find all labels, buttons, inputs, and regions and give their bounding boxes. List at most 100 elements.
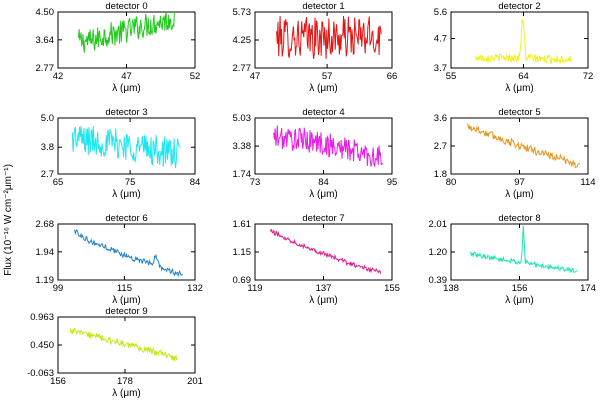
- x-tick-label: 115: [117, 283, 132, 294]
- x-axis-label: λ (μm): [112, 295, 141, 306]
- x-tick-label: 64: [518, 71, 529, 82]
- y-tick-label: 2.77: [233, 63, 252, 74]
- x-tick-label: 99: [53, 283, 64, 294]
- x-tick-label: 132: [187, 283, 203, 294]
- panel-detector-5: detector 5 80 97 114 1.8 2.7 3.6 λ (μm): [434, 107, 596, 200]
- panel-title: detector 8: [498, 213, 540, 224]
- series-line: [474, 18, 573, 65]
- panel-detector-7: detector 7 119 137 155 0.69 1.15 1.61 λ (μm): [233, 213, 400, 306]
- y-tick-label: 0.69: [233, 275, 252, 286]
- series-line: [74, 229, 183, 278]
- x-tick-label: 84: [190, 177, 201, 188]
- x-axis-label: λ (μm): [505, 83, 534, 94]
- y-tick-label: 2.68: [36, 219, 55, 230]
- panel-detector-4: detector 4 73 84 95 1.74 3.38 5.03 λ (μm): [233, 107, 398, 200]
- panel-detector-1: detector 1 47 57 66 2.77 4.25 5.73 λ (μm): [233, 1, 398, 94]
- x-tick-label: 57: [322, 71, 333, 82]
- y-tick-label: 1.19: [36, 275, 55, 286]
- x-tick-label: 95: [387, 177, 398, 188]
- panel-detector-0: detector 0 42 47 52 2.77 3.64 4.50 λ (μm): [36, 1, 201, 94]
- panel-detector-2: detector 2 55 64 72 3.7 4.7 5.6 λ (μm): [434, 1, 594, 94]
- y-tick-label: 2.01: [429, 219, 448, 230]
- panel-title: detector 6: [105, 213, 147, 224]
- y-tick-label: -0.063: [27, 368, 54, 379]
- x-tick-label: 55: [446, 71, 457, 82]
- y-tick-label: 4.7: [434, 34, 447, 45]
- panel-title: detector 2: [498, 1, 540, 12]
- x-tick-label: 178: [117, 376, 133, 387]
- y-tick-label: 1.8: [434, 169, 447, 180]
- plot-frame: [450, 11, 589, 69]
- x-tick-label: 84: [318, 177, 329, 188]
- y-tick-label: 1.74: [233, 169, 252, 180]
- x-axis-label: λ (μm): [309, 295, 338, 306]
- x-tick-label: 137: [316, 283, 332, 294]
- y-tick-label: 5.6: [434, 7, 447, 18]
- x-axis-label: λ (μm): [505, 189, 534, 200]
- y-tick-label: 3.6: [434, 113, 447, 124]
- panel-title: detector 0: [105, 1, 147, 12]
- x-axis-label: λ (μm): [309, 83, 338, 94]
- x-tick-label: 47: [121, 71, 132, 82]
- x-tick-label: 155: [384, 283, 400, 294]
- y-tick-label: 2.7: [434, 141, 447, 152]
- plot-frame: [450, 117, 589, 175]
- x-tick-label: 47: [250, 71, 261, 82]
- series-line: [269, 228, 382, 275]
- series-line: [276, 15, 382, 60]
- panel-title: detector 9: [105, 306, 147, 317]
- y-tick-label: 5.73: [233, 7, 252, 18]
- plot-frame: [57, 117, 196, 175]
- panel-detector-9: detector 9 156 178 201 -0.063 0.450 0.963 λ (μm…: [27, 306, 203, 399]
- y-tick-label: 2.77: [36, 63, 55, 74]
- x-tick-label: 174: [580, 283, 596, 294]
- x-tick-label: 119: [247, 283, 262, 294]
- x-tick-label: 72: [583, 71, 594, 82]
- y-tick-label: 4.25: [233, 35, 252, 46]
- series-line: [71, 126, 181, 169]
- x-tick-label: 42: [53, 71, 64, 82]
- y-tick-label: 1.94: [36, 247, 55, 258]
- y-tick-label: 0.39: [429, 275, 448, 286]
- series-line: [466, 123, 581, 169]
- x-tick-label: 114: [580, 177, 595, 188]
- y-tick-label: 1.61: [233, 219, 252, 230]
- y-tick-label: 5.0: [41, 113, 54, 124]
- plot-frame: [57, 316, 196, 374]
- series-line: [69, 327, 178, 362]
- x-tick-label: 156: [50, 376, 66, 387]
- panel-detector-8: detector 8 138 156 174 0.39 1.20 2.01 λ (μm): [429, 213, 596, 306]
- y-tick-label: 4.50: [36, 7, 55, 18]
- x-tick-label: 138: [443, 283, 459, 294]
- x-axis-label: λ (μm): [309, 189, 338, 200]
- panels-group: detector 042 47 522.773.644.50λ (μm)detect…: [27, 1, 596, 399]
- x-tick-label: 80: [446, 177, 457, 188]
- panel-detector-3: detector 3 65 75 84 2.7 3.8 5.0 λ (μm): [41, 107, 201, 200]
- series-line: [78, 11, 175, 53]
- x-axis-label: λ (μm): [112, 83, 141, 94]
- x-tick-label: 201: [187, 376, 203, 387]
- panel-title: detector 1: [302, 1, 344, 12]
- y-tick-label: 2.7: [41, 169, 54, 180]
- series-line: [273, 125, 384, 168]
- x-axis-label: λ (μm): [112, 388, 141, 399]
- x-tick-label: 66: [387, 71, 398, 82]
- panel-detector-6: detector 6 99 115 132 1.19 1.94 2.68 λ (μm): [36, 213, 203, 306]
- panel-title: detector 5: [498, 107, 540, 118]
- x-tick-label: 52: [190, 71, 201, 82]
- x-tick-label: 65: [53, 177, 64, 188]
- x-tick-label: 97: [514, 177, 525, 188]
- x-tick-label: 75: [125, 177, 136, 188]
- x-axis-label: λ (μm): [112, 189, 141, 200]
- y-tick-label: 0.963: [30, 312, 54, 323]
- figure-y-axis-label: Flux (10⁻¹⁶ W cm⁻²μm⁻¹): [3, 164, 14, 276]
- x-axis-label: λ (μm): [505, 295, 534, 306]
- plot-frame: [450, 223, 589, 281]
- panel-title: detector 3: [105, 107, 147, 118]
- series-line: [469, 225, 578, 274]
- y-tick-label: 3.38: [233, 141, 252, 152]
- y-tick-label: 1.20: [429, 247, 448, 258]
- y-tick-label: 3.8: [41, 142, 54, 153]
- panel-title: detector 4: [302, 107, 344, 118]
